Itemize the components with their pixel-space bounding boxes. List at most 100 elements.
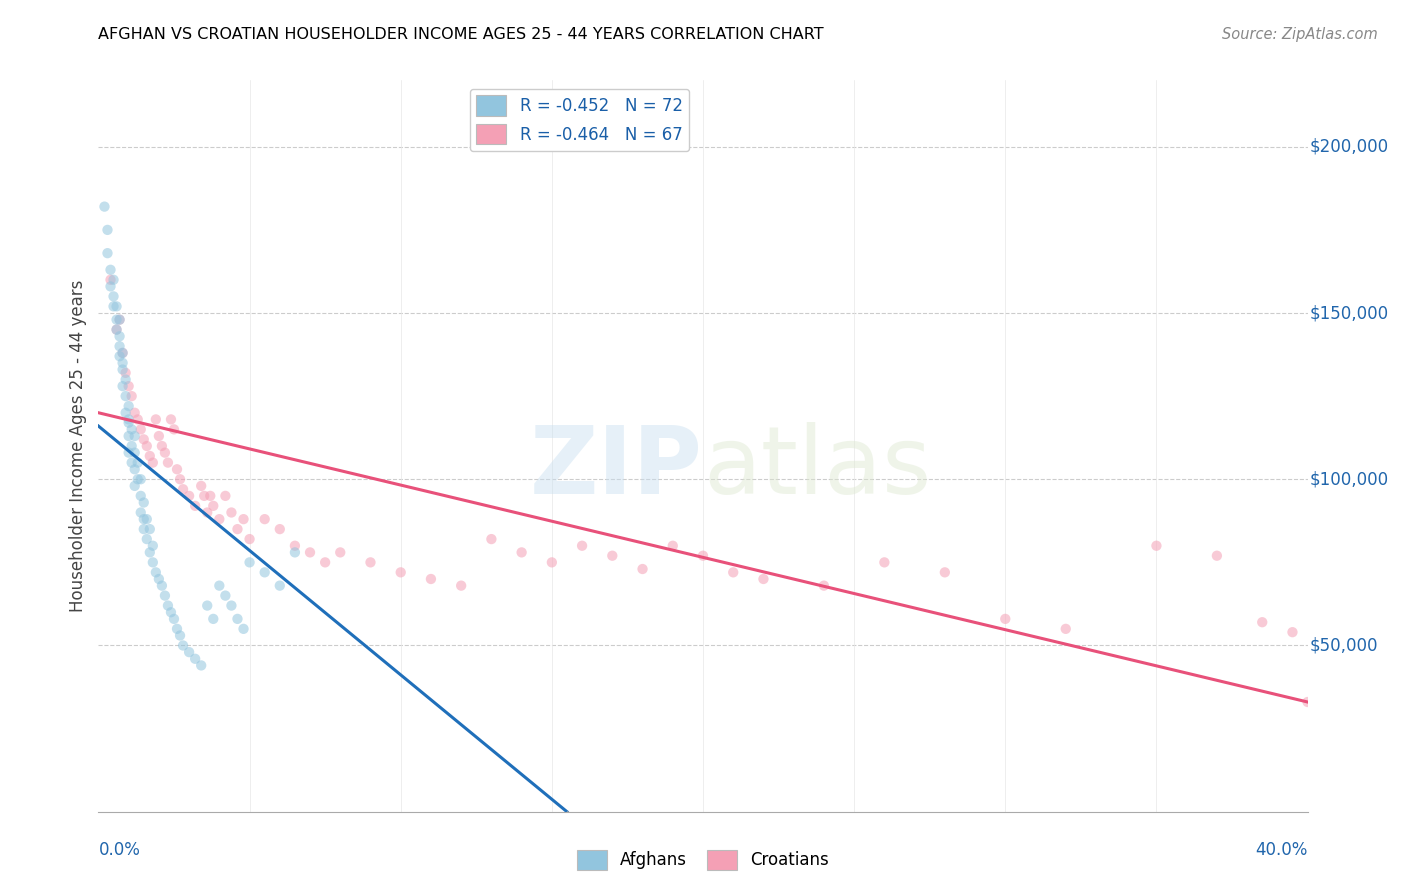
Point <box>172 639 194 653</box>
Point <box>481 532 503 546</box>
Point <box>96 223 118 237</box>
Point <box>156 599 179 613</box>
Point <box>540 555 562 569</box>
Point <box>139 449 162 463</box>
Point <box>269 522 291 536</box>
Point <box>253 566 276 580</box>
Point <box>232 512 254 526</box>
Point <box>160 412 183 426</box>
Point <box>132 522 155 536</box>
Point <box>118 445 141 459</box>
Point <box>108 329 131 343</box>
Point <box>202 612 225 626</box>
Point <box>127 412 149 426</box>
Point <box>166 462 188 476</box>
Point <box>111 356 134 370</box>
Point <box>177 645 201 659</box>
Point <box>111 346 134 360</box>
Point <box>108 349 131 363</box>
Point <box>163 612 186 626</box>
Point <box>111 346 134 360</box>
Y-axis label: Householder Income Ages 25 - 44 years: Householder Income Ages 25 - 44 years <box>69 280 87 612</box>
Point <box>239 555 262 569</box>
Point <box>114 366 136 380</box>
Point <box>129 506 152 520</box>
Point <box>142 456 165 470</box>
Point <box>314 555 336 569</box>
Point <box>121 422 143 436</box>
Point <box>135 439 157 453</box>
Point <box>105 323 128 337</box>
Point <box>1296 695 1319 709</box>
Point <box>1206 549 1229 563</box>
Point <box>114 406 136 420</box>
Point <box>150 579 173 593</box>
Point <box>510 545 533 559</box>
Point <box>232 622 254 636</box>
Point <box>118 429 141 443</box>
Text: AFGHAN VS CROATIAN HOUSEHOLDER INCOME AGES 25 - 44 YEARS CORRELATION CHART: AFGHAN VS CROATIAN HOUSEHOLDER INCOME AG… <box>98 27 824 42</box>
Point <box>129 422 152 436</box>
Point <box>284 539 307 553</box>
Point <box>111 362 134 376</box>
Point <box>160 605 183 619</box>
Point <box>571 539 593 553</box>
Point <box>253 512 276 526</box>
Point <box>135 532 157 546</box>
Text: $200,000: $200,000 <box>1310 137 1389 156</box>
Point <box>124 445 146 459</box>
Point <box>389 566 412 580</box>
Text: $50,000: $50,000 <box>1310 637 1378 655</box>
Legend: Afghans, Croatians: Afghans, Croatians <box>569 843 837 877</box>
Point <box>127 456 149 470</box>
Point <box>124 479 146 493</box>
Point <box>135 512 157 526</box>
Point <box>195 599 218 613</box>
Point <box>1144 539 1167 553</box>
Text: $100,000: $100,000 <box>1310 470 1389 488</box>
Point <box>329 545 352 559</box>
Point <box>100 273 122 287</box>
Point <box>190 479 212 493</box>
Point <box>111 379 134 393</box>
Point <box>153 445 176 459</box>
Point <box>129 489 152 503</box>
Point <box>132 495 155 509</box>
Point <box>226 612 249 626</box>
Point <box>177 489 201 503</box>
Point <box>163 422 186 436</box>
Point <box>169 628 191 642</box>
Point <box>221 599 243 613</box>
Point <box>105 323 128 337</box>
Point <box>692 549 714 563</box>
Text: 40.0%: 40.0% <box>1256 841 1308 859</box>
Point <box>994 612 1017 626</box>
Point <box>103 299 125 313</box>
Point <box>661 539 683 553</box>
Text: Source: ZipAtlas.com: Source: ZipAtlas.com <box>1222 27 1378 42</box>
Point <box>114 372 136 386</box>
Point <box>108 312 131 326</box>
Point <box>184 652 207 666</box>
Point <box>105 299 128 313</box>
Point <box>108 312 131 326</box>
Point <box>299 545 322 559</box>
Point <box>129 472 152 486</box>
Point <box>202 499 225 513</box>
Point <box>813 579 835 593</box>
Point <box>360 555 382 569</box>
Point <box>214 589 236 603</box>
Point <box>190 658 212 673</box>
Point <box>184 499 207 513</box>
Point <box>721 566 744 580</box>
Point <box>127 472 149 486</box>
Point <box>419 572 441 586</box>
Point <box>1251 615 1274 630</box>
Point <box>139 545 162 559</box>
Point <box>208 512 231 526</box>
Point <box>148 429 170 443</box>
Point <box>631 562 654 576</box>
Point <box>169 472 191 486</box>
Point <box>118 379 141 393</box>
Point <box>873 555 896 569</box>
